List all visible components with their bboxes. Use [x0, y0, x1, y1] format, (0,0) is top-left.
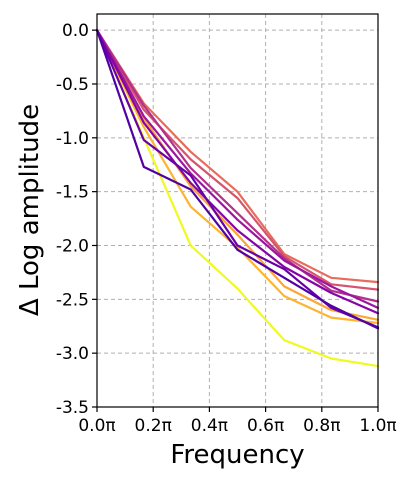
x-tick-label: 1.0π — [359, 416, 396, 436]
y-tick-label: -2.0 — [56, 236, 89, 256]
y-tick-label: -1.5 — [56, 183, 89, 203]
plot-frame — [96, 13, 379, 408]
y-tick-label: -2.5 — [56, 290, 89, 310]
series-line-9 — [95, 29, 380, 329]
x-axis-label: Frequency — [170, 440, 304, 470]
y-tick-label: 0.0 — [62, 21, 89, 41]
series-line-10 — [95, 29, 380, 330]
grid — [96, 14, 379, 408]
series-line-3 — [95, 29, 380, 321]
y-tick-label: -0.5 — [56, 75, 89, 95]
series-line-2 — [95, 29, 380, 325]
x-tick-label: 0.4π — [191, 416, 228, 436]
series-line-5 — [95, 29, 380, 291]
axis-ticks: 0.0π 0.2π 0.4π 0.6π 0.8π 1.0π 0.0 -0.5 -1.0 -1.5 -… — [56, 21, 397, 436]
series-lines — [95, 29, 380, 368]
x-tick-label: 0.8π — [303, 416, 340, 436]
x-tick-label: 0.6π — [247, 416, 284, 436]
y-tick-label: -3.0 — [56, 344, 89, 364]
x-tick-label: 0.0π — [78, 416, 115, 436]
series-line-4 — [95, 29, 380, 284]
y-tick-label: -1.0 — [56, 129, 89, 149]
series-line-6 — [95, 29, 380, 303]
y-tick-label: -3.5 — [56, 398, 89, 418]
y-axis-label: Δ Log amplitude — [15, 104, 45, 316]
series-line-8 — [95, 29, 380, 315]
series-line-7 — [95, 29, 380, 309]
x-tick-label: 0.2π — [135, 416, 172, 436]
